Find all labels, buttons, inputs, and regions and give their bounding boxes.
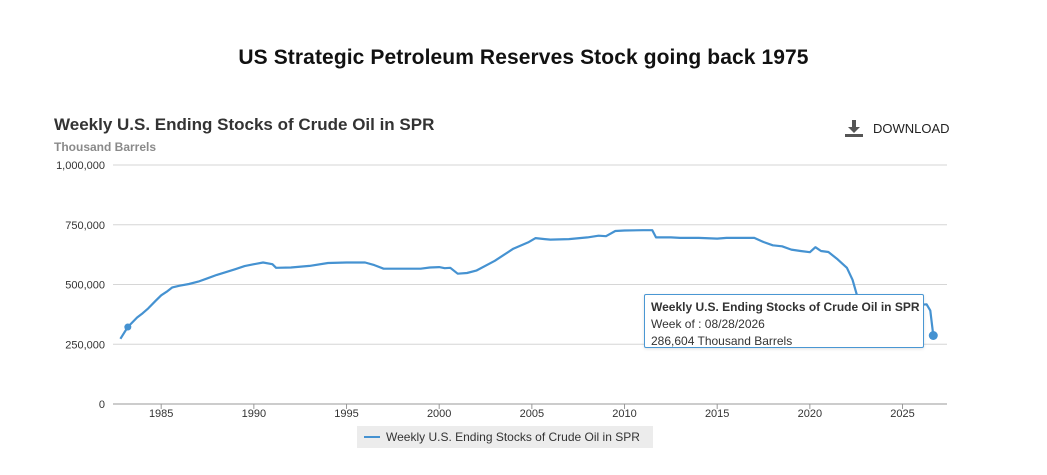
x-tick-label: 2005: [520, 408, 544, 420]
page-title: US Strategic Petroleum Reserves Stock go…: [238, 46, 809, 69]
x-tick-label: 2015: [705, 408, 729, 420]
x-tick-label: 2020: [798, 408, 822, 420]
download-label: DOWNLOAD: [873, 120, 950, 136]
download-button[interactable]: DOWNLOAD: [845, 118, 950, 138]
tooltip-week: Week of : 08/28/2026: [651, 317, 765, 331]
series-line: [119, 229, 935, 340]
x-tick-label: 2010: [612, 408, 636, 420]
y-tick-label: 750,000: [65, 220, 105, 232]
y-tick-label: 250,000: [65, 339, 105, 351]
x-tick-label: 1990: [242, 408, 266, 420]
x-tick-label: 2025: [890, 408, 914, 420]
x-tick-label: 1995: [334, 408, 358, 420]
legend-label: Weekly U.S. Ending Stocks of Crude Oil i…: [386, 430, 640, 444]
x-tick-label: 1985: [149, 408, 173, 420]
y-tick-label: 0: [99, 399, 105, 411]
tooltip: Weekly U.S. Ending Stocks of Crude Oil i…: [644, 294, 924, 348]
legend-item[interactable]: Weekly U.S. Ending Stocks of Crude Oil i…: [357, 426, 653, 448]
download-icon: [845, 119, 863, 137]
units-label: Thousand Barrels: [54, 140, 157, 154]
y-tick-label: 500,000: [65, 280, 105, 292]
tooltip-value: 286,604 Thousand Barrels: [651, 334, 793, 348]
tooltip-title: Weekly U.S. Ending Stocks of Crude Oil i…: [651, 300, 920, 314]
data-point-marker: [124, 323, 132, 331]
chart-title: Weekly U.S. Ending Stocks of Crude Oil i…: [54, 115, 435, 134]
legend-swatch: [364, 436, 380, 438]
x-tick-label: 2000: [427, 408, 451, 420]
data-point-marker: [928, 331, 938, 341]
y-tick-label: 1,000,000: [56, 160, 105, 172]
